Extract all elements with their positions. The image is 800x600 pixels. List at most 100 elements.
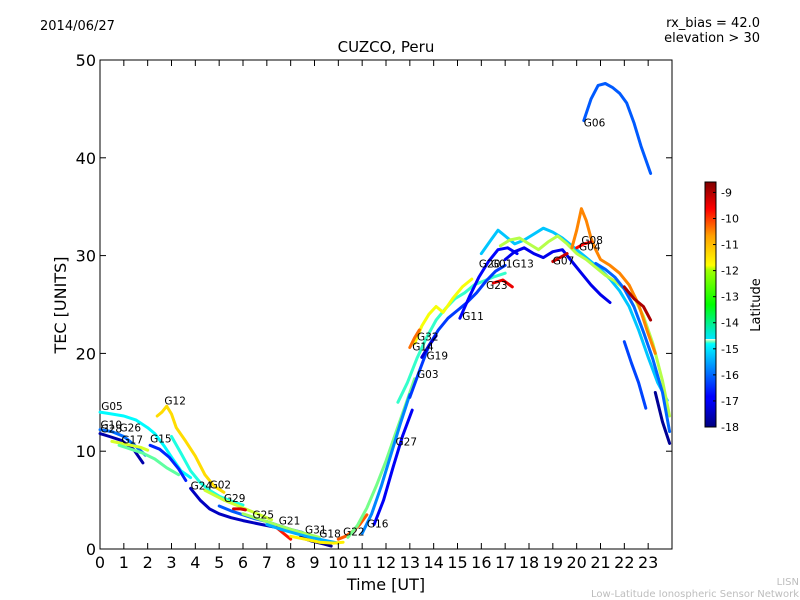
series-line-27	[491, 278, 514, 289]
x-tick-label: 3	[166, 553, 176, 572]
series-line-10	[232, 507, 247, 512]
prn-label-G28: G28	[101, 424, 123, 436]
footer-network: Low-Latitude Ionospheric Sensor Network	[591, 589, 799, 600]
y-tick-label: 40	[76, 149, 96, 168]
series-line-2	[98, 432, 145, 465]
series-line-1	[98, 428, 147, 457]
series-line-33	[575, 240, 593, 250]
x-tick-label: 9	[309, 553, 319, 572]
series-line-7	[170, 435, 245, 507]
colorbar-tick-label: -15	[721, 343, 739, 356]
series-line-38	[582, 82, 653, 175]
series-line-32	[551, 252, 569, 263]
prn-label-G26: G26	[120, 423, 142, 435]
y-axis-label: TEC [UNITS]	[51, 257, 70, 355]
prn-label-G12: G12	[164, 395, 186, 407]
series-line-20	[372, 408, 414, 526]
colorbar	[704, 181, 717, 428]
x-tick-label: 17	[495, 553, 515, 572]
y-tick-label: 10	[76, 442, 96, 461]
x-tick-label: 1	[119, 553, 129, 572]
x-tick-label: 18	[519, 553, 539, 572]
x-tick-label: 10	[328, 553, 348, 572]
series-line-35	[622, 285, 653, 322]
x-tick-label: 14	[423, 553, 443, 572]
colorbar-tick-label: -17	[721, 395, 739, 408]
colorbar-ticks: -9 -10 -11 -12 -13 -14 -15 -16 -17 -18	[713, 186, 739, 434]
prn-label-G23: G23	[486, 280, 508, 292]
x-tick-label: 12	[376, 553, 396, 572]
prn-label-G05: G05	[101, 401, 123, 413]
series-line-14	[265, 523, 340, 545]
colorbar-tick-label: -11	[721, 239, 739, 252]
prn-label-G24: G24	[191, 480, 213, 492]
x-tick-label: 19	[543, 553, 563, 572]
colorbar-tick-label: -9	[721, 186, 732, 199]
prn-label-G03: G03	[417, 369, 439, 381]
y-tick-label: 30	[76, 247, 96, 266]
series-line-25	[420, 334, 438, 359]
y-tick-label: 20	[76, 344, 96, 363]
elevation-label: elevation > 30	[664, 31, 760, 46]
prn-label-G32: G32	[417, 332, 439, 344]
prn-label-G27: G27	[396, 436, 418, 448]
prn-label-G08: G08	[581, 235, 603, 247]
colorbar-tick-label: -10	[721, 212, 739, 225]
x-tick-label: 4	[190, 553, 200, 572]
series-line-18	[346, 377, 417, 539]
prn-label-G22: G22	[343, 526, 365, 538]
y-axis-ticks: 0 10 20 30 40 50	[76, 51, 672, 559]
series-line-24	[408, 328, 421, 349]
x-tick-label: 21	[590, 553, 610, 572]
x-tick-label: 16	[471, 553, 491, 572]
x-tick-label: 15	[447, 553, 467, 572]
series-line-26	[458, 246, 519, 320]
prn-label-G02: G02	[210, 479, 232, 491]
prn-label-G21: G21	[279, 516, 301, 528]
prn-label-G29: G29	[224, 493, 246, 505]
y-tick-label: 0	[86, 540, 96, 559]
prn-label-G18: G18	[319, 528, 341, 540]
series-line-9	[203, 488, 274, 522]
series-line-5	[148, 443, 188, 482]
x-tick-label: 0	[95, 553, 105, 572]
prn-label-G31: G31	[305, 524, 327, 536]
prn-label-G07: G07	[553, 255, 575, 267]
series-line-22	[408, 263, 507, 399]
series-line-23	[413, 277, 474, 346]
series-line-4	[117, 443, 181, 477]
colorbar-tick-label: -14	[721, 317, 739, 330]
series-line-31	[570, 207, 657, 355]
prn-label-G19: G19	[427, 350, 449, 362]
colorbar-tick-label: -18	[721, 421, 739, 434]
prn-label-G06: G06	[584, 118, 606, 130]
x-tick-label: 7	[262, 553, 272, 572]
x-tick-label: 5	[214, 553, 224, 572]
series-line-36	[622, 340, 648, 410]
prn-label-G11: G11	[462, 311, 484, 323]
series-line-6	[155, 404, 226, 494]
x-axis-ticks: 0 1 2 3 4 5 6 7 8 9 10 11 12 13 14 15 16 17 18 19 20 21 22 23	[95, 60, 658, 572]
series-line-30	[503, 246, 612, 304]
prn-label-G01: G01	[491, 258, 513, 270]
series-line-19	[360, 393, 412, 535]
colorbar-label: Latitude	[749, 278, 764, 332]
series-line-37	[653, 391, 672, 445]
chart-title: CUZCO, Peru	[338, 38, 435, 56]
bias-label: rx_bias = 42.0	[666, 16, 760, 31]
prn-label-G15: G15	[150, 433, 172, 445]
prn-label-G16: G16	[367, 519, 389, 531]
series-line-16	[289, 534, 345, 545]
x-tick-label: 20	[566, 553, 586, 572]
x-tick-label: 2	[143, 553, 153, 572]
x-axis-label: Time [UT]	[346, 575, 425, 594]
prn-label-G13: G13	[512, 258, 534, 270]
date-label: 2014/06/27	[40, 19, 115, 34]
footer-lisn: LISN	[777, 577, 799, 588]
prn-label-G20: G20	[479, 258, 501, 270]
colorbar-tick-label: -13	[721, 291, 739, 304]
series-layer	[98, 82, 672, 548]
colorbar-tick-label: -12	[721, 265, 739, 278]
